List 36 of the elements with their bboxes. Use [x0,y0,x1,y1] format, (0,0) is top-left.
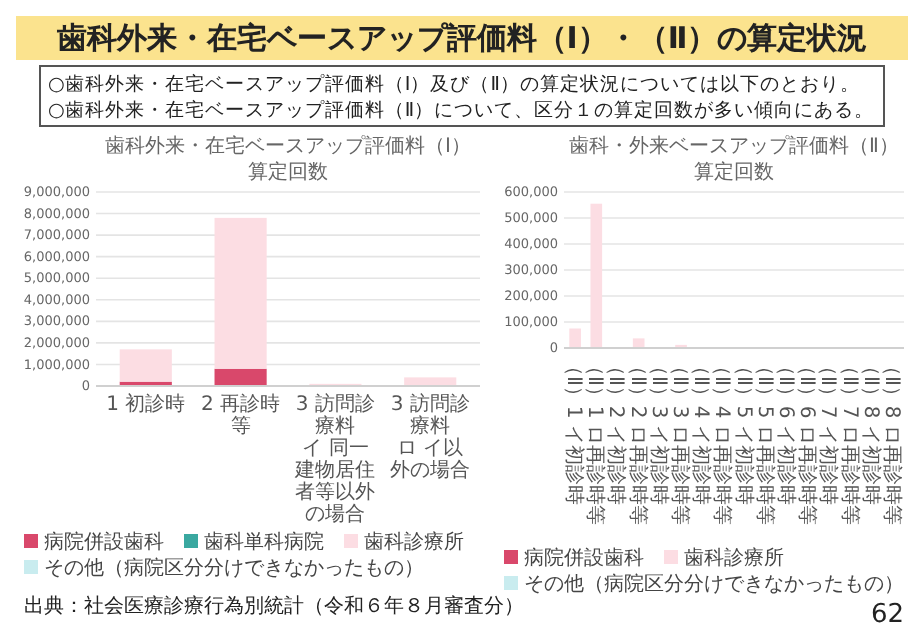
x-tick-label: （Ⅱ）5 イ初診時 [731,356,756,505]
x-tick-label: （Ⅱ）2 イ初診時 [604,356,629,505]
x-tick-label: （Ⅱ）7 イ初診時 [816,356,841,505]
chart-title: 歯科外来・在宅ベースアップ評価料（Ⅰ） [105,134,471,158]
text: 62 [870,600,904,630]
text: 歯科外来・在宅ベースアップ評価料（Ⅰ）・（Ⅱ）の算定状況 [54,20,868,56]
x-tick-label: （Ⅱ）4 ロ再診時等 [710,356,735,525]
source-note: 出典：社会医療診療行為別統計（令和６年８月審査分） [24,594,524,618]
legend-label: 病院併設歯科 [44,530,164,554]
x-tick-label: （Ⅱ）7 ロ再診時等 [837,356,862,525]
x-tick-label: （Ⅱ）6 イ初診時 [773,356,798,505]
x-tick-label: （Ⅱ）2 ロ再診時等 [625,356,650,525]
x-tick-label: （Ⅱ）5 ロ再診時等 [752,356,777,525]
legend-label: 歯科診療所 [364,530,464,554]
x-tick-label: （Ⅱ）1 ロ再診時等 [583,356,608,525]
legend-label: 歯科診療所 [684,546,784,570]
legend-label: その他（病院区分分けできなかったもの） [524,572,904,596]
legend-label: 歯科単科病院 [204,530,324,554]
x-tick-label: （Ⅱ）6 ロ再診時等 [795,356,820,525]
x-tick-label: （Ⅱ）3 ロ再診時等 [668,356,693,525]
chart-subtitle: 算定回数 [248,160,328,184]
x-tick-label: 2 再診時等 [201,392,281,438]
x-tick-label: 1 初診時 [106,392,186,416]
legend-label: その他（病院区分分けできなかったもの） [44,556,424,580]
x-tick-label: （Ⅱ）3 イ初診時 [646,356,671,505]
x-tick-label: （Ⅱ）4 イ初診時 [689,356,714,505]
legend-label: 病院併設歯科 [524,546,644,570]
text: ○歯科外来・在宅ベースアップ評価料（Ⅱ）について、区分１の算定回数が多い傾向にある。 [48,98,875,122]
x-tick-label: （Ⅱ）8 イ初診時 [858,356,883,505]
chart-title: 歯科・外来ベースアップ評価料（Ⅱ） [569,134,899,158]
text: ○歯科外来・在宅ベースアップ評価料（Ⅰ）及び（Ⅱ）の算定状況については以下のとおり。 [48,72,860,96]
x-tick-label: 3 訪問診療料イ 同一建物居住者等以外の場合 [293,392,376,526]
chart-subtitle: 算定回数 [694,160,774,184]
x-tick-label: （Ⅱ）1 イ初診時 [562,356,587,505]
x-tick-label: （Ⅱ）8 ロ再診時等 [879,356,904,525]
x-tick-label: 3 訪問診療料ロ イ以外の場合 [390,392,471,482]
